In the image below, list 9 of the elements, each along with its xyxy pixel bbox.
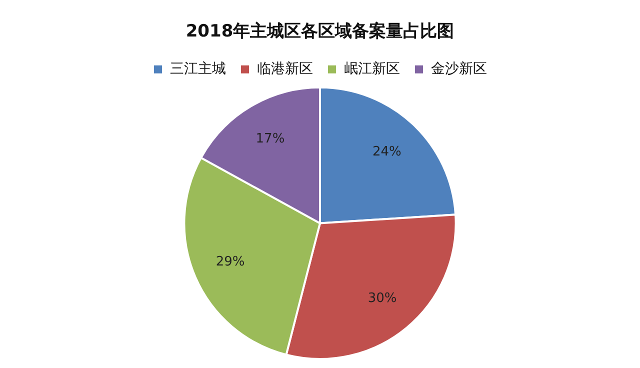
legend-label: 金沙新区 (431, 61, 487, 78)
chart-title: 2018年主城区各区域备案量占比图 (186, 20, 454, 42)
data-label: 30% (368, 290, 397, 306)
data-label: 29% (216, 254, 245, 270)
legend-label: 岷江新区 (344, 61, 400, 78)
data-label: 17% (256, 131, 285, 146)
legend-label: 三江主城 (170, 61, 226, 78)
data-label: 24% (372, 144, 402, 160)
legend-label: 临港新区 (257, 61, 313, 78)
